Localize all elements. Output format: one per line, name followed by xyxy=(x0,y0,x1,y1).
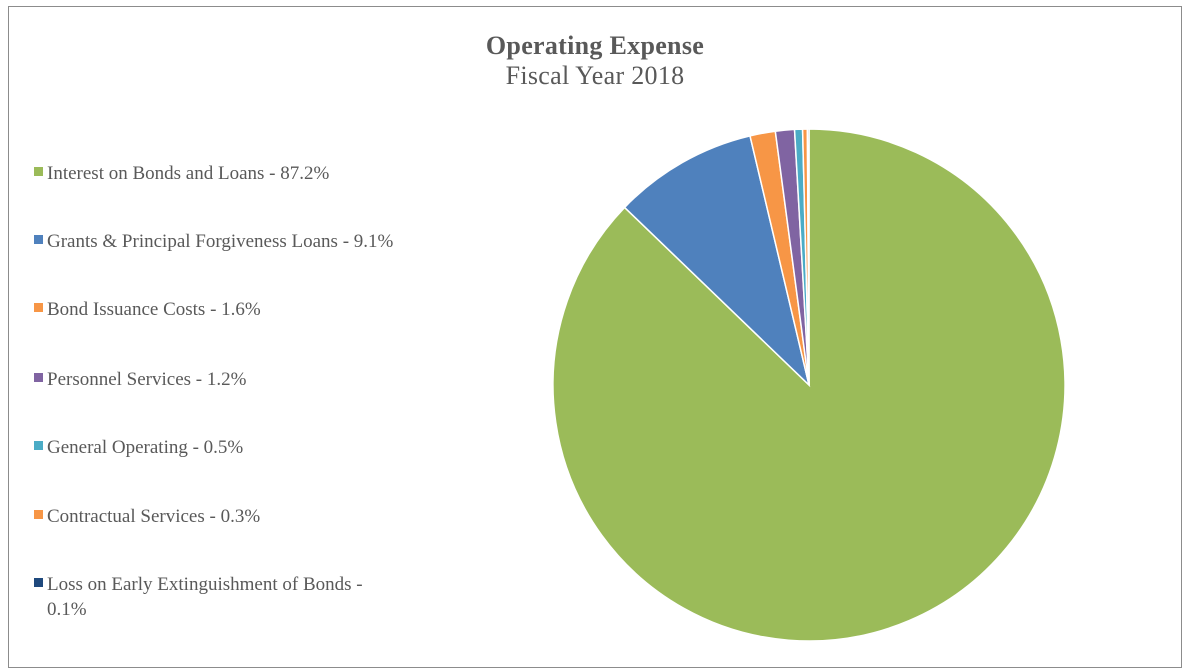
legend-item-general-operating: General Operating - 0.5% xyxy=(34,435,464,460)
legend-label: Grants & Principal Forgiveness Loans - 9… xyxy=(47,231,394,252)
chart-title: Operating Expense xyxy=(485,31,705,60)
legend-swatch xyxy=(34,235,43,244)
legend-item-loss-early-extinguishment: Loss on Early Extinguishment of Bonds - … xyxy=(34,572,384,622)
chart-frame: Operating Expense Fiscal Year 2018 Inter… xyxy=(8,6,1182,668)
legend-label: Personnel Services - 1.2% xyxy=(47,369,247,390)
legend-swatch xyxy=(34,303,43,312)
legend-label: Loss on Early Extinguishment of Bonds - … xyxy=(47,574,363,620)
legend-item-contractual: Contractual Services - 0.3% xyxy=(34,504,464,529)
legend-label: Bond Issuance Costs - 1.6% xyxy=(47,299,261,320)
legend-swatch xyxy=(34,441,43,450)
chart-subtitle: Fiscal Year 2018 xyxy=(505,61,685,90)
legend-label: Interest on Bonds and Loans - 87.2% xyxy=(47,163,330,184)
legend-label: General Operating - 0.5% xyxy=(47,437,244,458)
legend-item-interest: Interest on Bonds and Loans - 87.2% xyxy=(34,161,464,186)
pie-slice-grants xyxy=(623,134,811,388)
legend-label: Contractual Services - 0.3% xyxy=(47,506,261,527)
pie-slice-loss-early-extinguishment xyxy=(806,128,810,386)
legend-swatch xyxy=(34,167,43,176)
legend-swatch xyxy=(34,510,43,519)
legend-swatch xyxy=(34,373,43,382)
pie-chart xyxy=(552,128,1066,642)
legend-item-bond-issuance: Bond Issuance Costs - 1.6% xyxy=(34,297,464,322)
legend-swatch xyxy=(34,578,43,587)
legend-item-grants: Grants & Principal Forgiveness Loans - 9… xyxy=(34,229,454,254)
legend-item-personnel: Personnel Services - 1.2% xyxy=(34,367,464,392)
